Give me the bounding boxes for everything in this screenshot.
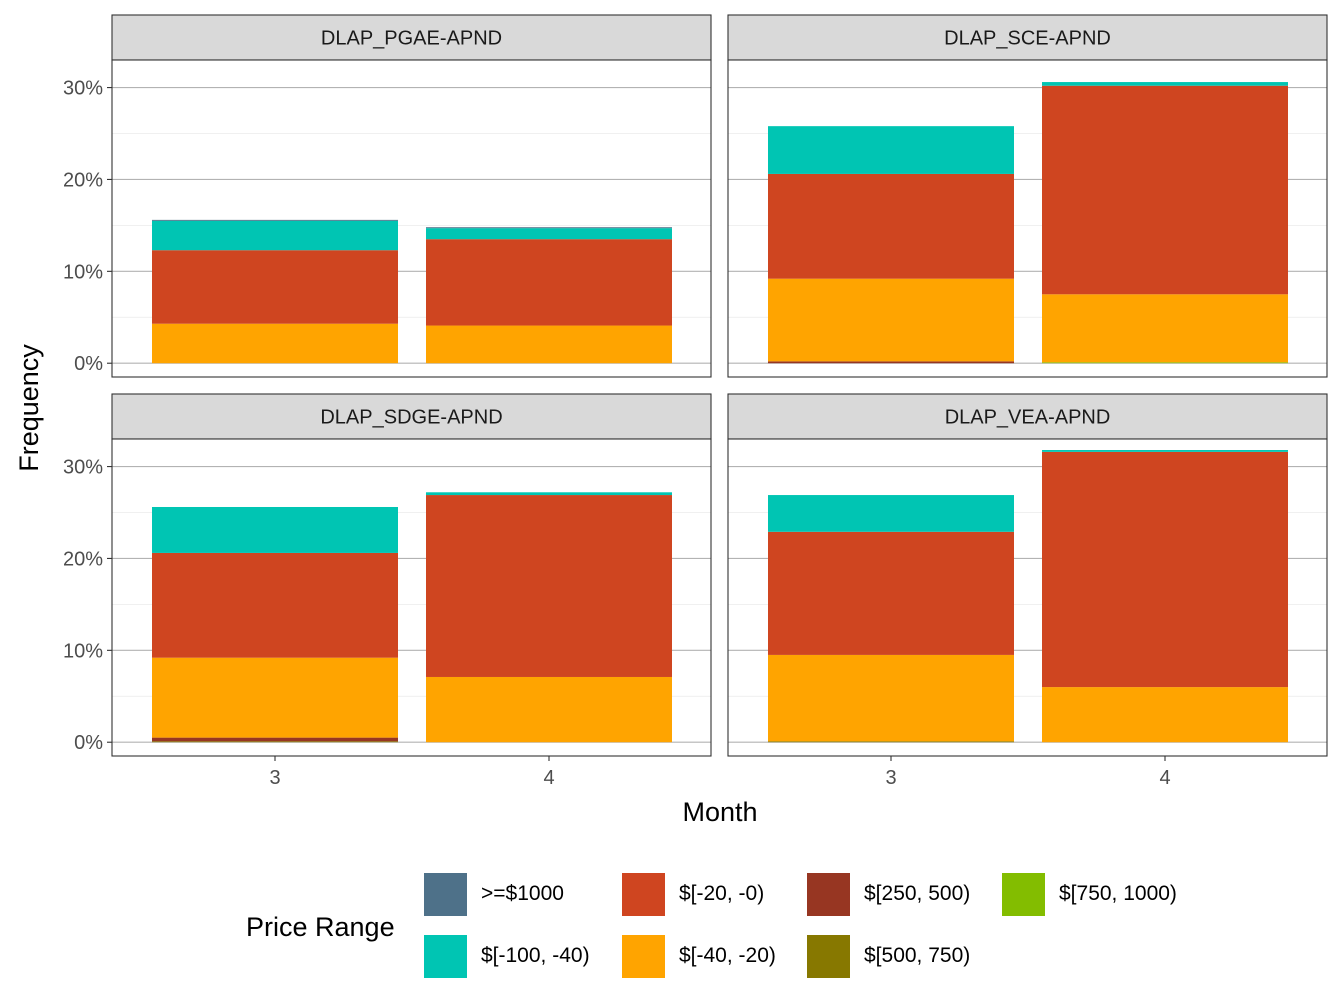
x-tick-label: 3: [885, 767, 896, 789]
bar-dlap-sdge-apnd-month-3-100-40: [152, 506, 398, 553]
legend: Price Range >=$1000 $[-100, -40) $[-20, …: [0, 860, 1344, 1000]
bar-dlap-pgae-apnd-month-4-1000: [426, 227, 672, 229]
bar-dlap-sce-apnd-month-4-100-40: [1042, 82, 1288, 86]
legend-swatch-neg100-neg40: [424, 934, 467, 978]
bar-dlap-vea-apnd-month-3-500-750: [768, 741, 1014, 743]
bar-dlap-sce-apnd-month-3-100-40: [768, 126, 1014, 174]
legend-swatch-neg20-0: [622, 872, 665, 916]
bar-dlap-vea-apnd-month-4-40-20: [1042, 687, 1288, 743]
panel-border-dlap-sce-apnd: [727, 59, 1328, 378]
bar-dlap-pgae-apnd-month-4-20-0: [426, 239, 672, 326]
panel-title-dlap-pgae-apnd: DLAP_PGAE-APND: [321, 28, 502, 50]
legend-swatch-500-750: [807, 934, 850, 978]
y-tick-label: 0%: [74, 353, 103, 375]
legend-label-neg40-neg20: $[-40, -20): [679, 944, 776, 967]
bar-dlap-sce-apnd-month-4-20-0: [1042, 85, 1288, 295]
y-tick-label: 0%: [74, 732, 103, 754]
panel-title-dlap-vea-apnd: DLAP_VEA-APND: [945, 407, 1111, 429]
bar-dlap-sce-apnd-month-4-750-1000: [1042, 362, 1288, 364]
bar-dlap-pgae-apnd-month-3-1000: [152, 219, 398, 221]
bar-dlap-vea-apnd-month-3-40-20: [768, 654, 1014, 742]
legend-label-gte-1000: >=$1000: [481, 882, 564, 905]
legend-item-gte-1000: >=$1000: [424, 872, 564, 916]
legend-swatch-neg40-neg20: [622, 934, 665, 978]
bar-dlap-pgae-apnd-month-3-20-0: [152, 250, 398, 324]
legend-item-neg40-neg20: $[-40, -20): [622, 934, 776, 978]
bar-dlap-sce-apnd-month-3-250-500: [768, 361, 1014, 364]
legend-item-neg20-0: $[-20, -0): [622, 872, 764, 916]
bar-dlap-sce-apnd-month-3-40-20: [768, 278, 1014, 362]
x-axis-title: Month: [682, 797, 757, 827]
panel-border-dlap-sdge-apnd: [111, 438, 712, 757]
bar-dlap-sdge-apnd-month-4-20-0: [426, 495, 672, 677]
panel-title-dlap-sdge-apnd: DLAP_SDGE-APND: [320, 407, 502, 429]
y-tick-label: 20%: [63, 169, 103, 191]
bar-dlap-vea-apnd-month-4-100-40: [1042, 450, 1288, 452]
y-tick-label: 20%: [63, 548, 103, 570]
bar-dlap-sdge-apnd-month-4-40-20: [426, 676, 672, 743]
x-tick-label: 4: [543, 767, 554, 789]
legend-swatch-750-1000: [1002, 872, 1045, 916]
bar-dlap-pgae-apnd-month-4-40-20: [426, 325, 672, 364]
x-tick-label: 4: [1159, 767, 1170, 789]
panel-strip-dlap-vea-apnd: [727, 393, 1328, 440]
bar-dlap-pgae-apnd-month-3-100-40: [152, 220, 398, 251]
x-tick-label: 3: [269, 767, 280, 789]
panel-border-dlap-vea-apnd: [727, 438, 1328, 757]
legend-label-500-750: $[500, 750): [864, 944, 971, 967]
bar-dlap-sce-apnd-month-4-40-20: [1042, 294, 1288, 363]
legend-swatch-250-500: [807, 872, 850, 916]
bar-dlap-sdge-apnd-month-4-100-40: [426, 492, 672, 496]
legend-item-500-750: $[500, 750): [807, 934, 970, 978]
legend-label-neg100-neg40: $[-100, -40): [481, 944, 590, 967]
bar-dlap-sdge-apnd-month-3-500-750: [152, 741, 398, 743]
legend-item-neg100-neg40: $[-100, -40): [424, 934, 590, 978]
bar-dlap-sdge-apnd-month-3-20-0: [152, 552, 398, 658]
panel-strip-dlap-sce-apnd: [727, 14, 1328, 61]
legend-label-750-1000: $[750, 1000): [1059, 882, 1177, 905]
y-axis-title: Frequency: [14, 344, 44, 472]
panel-title-dlap-sce-apnd: DLAP_SCE-APND: [944, 28, 1111, 50]
y-tick-label: 10%: [63, 261, 103, 283]
bar-dlap-pgae-apnd-month-3-40-20: [152, 323, 398, 364]
chart-svg: DLAP_PGAE-APND0%10%20%30%DLAP_SCE-APNDDL…: [14, 14, 1328, 827]
y-tick-label: 30%: [63, 457, 103, 479]
bar-dlap-vea-apnd-month-3-100-40: [768, 495, 1014, 532]
bar-dlap-vea-apnd-month-4-20-0: [1042, 451, 1288, 688]
legend-label-neg20-0: $[-20, -0): [679, 882, 765, 905]
bar-dlap-sce-apnd-month-3-20-0: [768, 173, 1014, 279]
bar-dlap-pgae-apnd-month-4-100-40: [426, 228, 672, 240]
legend-item-250-500: $[250, 500): [807, 872, 970, 916]
y-tick-label: 30%: [63, 78, 103, 100]
legend-title: Price Range: [246, 912, 395, 942]
legend-item-750-1000: $[750, 1000): [1002, 872, 1177, 916]
panel-border-dlap-pgae-apnd: [111, 59, 712, 378]
panel-strip-dlap-sdge-apnd: [111, 393, 712, 440]
y-tick-label: 10%: [63, 640, 103, 662]
legend-swatch-gte-1000: [424, 872, 467, 916]
bar-dlap-vea-apnd-month-3-20-0: [768, 531, 1014, 655]
panel-strip-dlap-pgae-apnd: [111, 14, 712, 61]
legend-label-250-500: $[250, 500): [864, 882, 971, 905]
bar-dlap-sdge-apnd-month-3-250-500: [152, 737, 398, 742]
bar-dlap-sdge-apnd-month-3-40-20: [152, 657, 398, 738]
